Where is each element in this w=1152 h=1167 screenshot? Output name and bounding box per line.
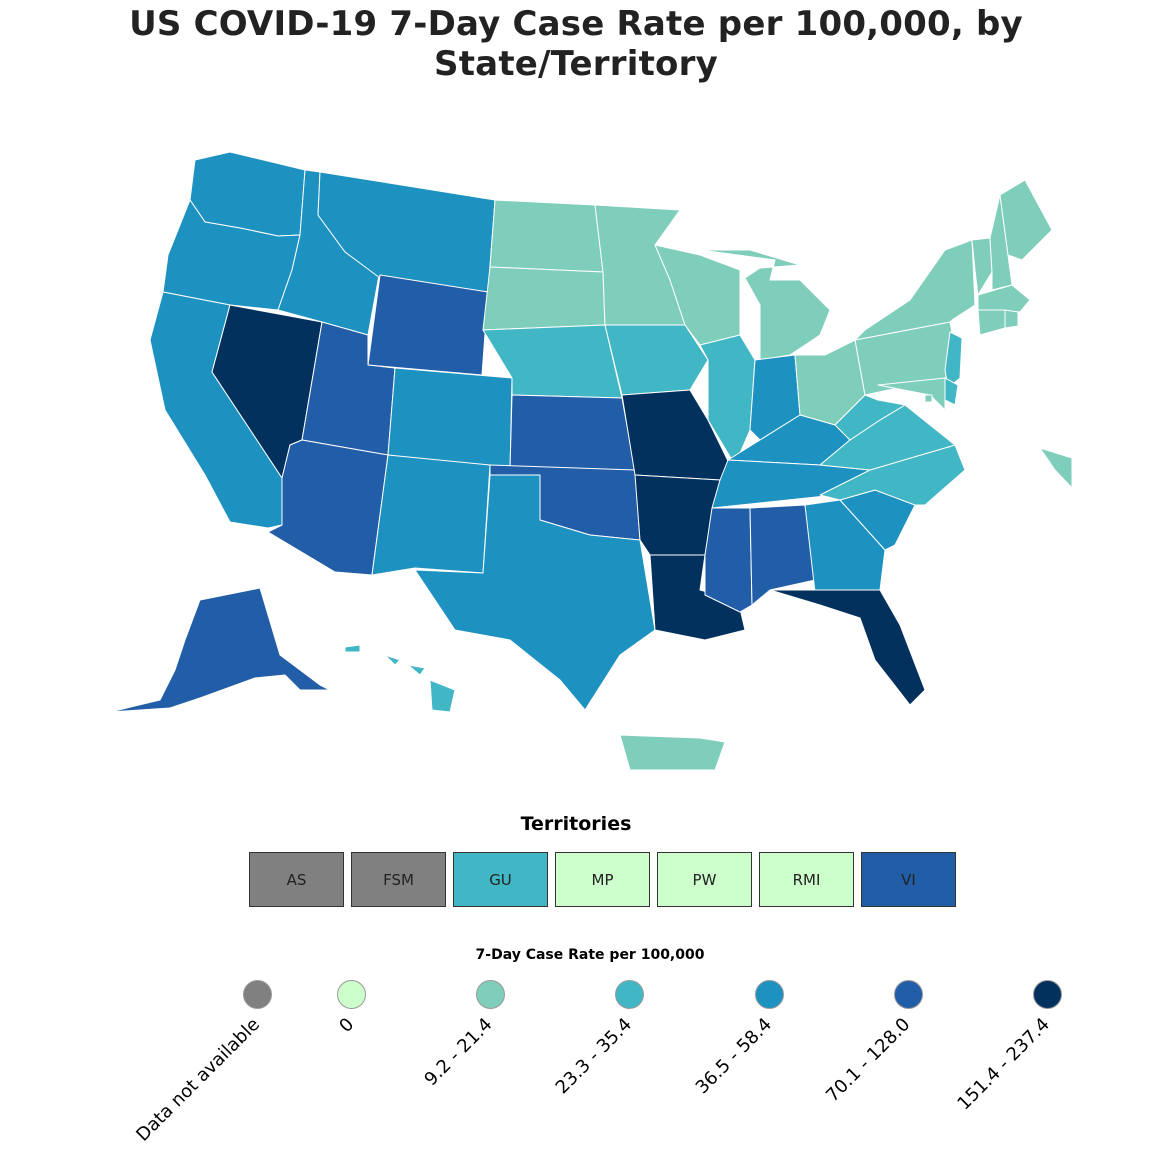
territory-gu[interactable]: GU — [453, 852, 548, 907]
legend-swatch — [476, 980, 505, 1009]
legend-label: 0 — [335, 1014, 359, 1037]
legend-label: 23.3 - 35.4 — [551, 1014, 636, 1099]
legend-swatch — [337, 980, 366, 1009]
legend-swatch — [615, 980, 644, 1009]
map-title: US COVID-19 7-Day Case Rate per 100,000,… — [129, 4, 1023, 84]
legend-swatch — [755, 980, 784, 1009]
legend-swatch — [243, 980, 272, 1009]
region-colorado[interactable]: Colorado — [387, 367, 513, 471]
legend-swatch — [1033, 980, 1062, 1009]
territory-rmi[interactable]: RMI — [759, 852, 854, 907]
us-choropleth-map: WashingtonOregonCaliforniaNevadaIdahoMon… — [109, 151, 1073, 771]
region-illinois[interactable]: Illinois — [699, 334, 756, 466]
region-north-dakota[interactable]: North Dakota — [489, 199, 604, 273]
region-hawaii[interactable]: Hawaii — [344, 644, 456, 713]
region-new-york[interactable]: New York — [854, 239, 976, 341]
region-kansas[interactable]: Kansas — [509, 394, 636, 471]
region-alaska[interactable]: Alaska — [109, 587, 331, 713]
region-arizona[interactable]: Arizona — [267, 439, 389, 576]
territory-fsm[interactable]: FSM — [351, 852, 446, 907]
territory-vi[interactable]: VI — [861, 852, 956, 907]
territory-mp[interactable]: MP — [555, 852, 650, 907]
region-vermont[interactable]: Vermont — [971, 237, 993, 296]
legend-label: 151.4 - 237.4 — [953, 1014, 1054, 1115]
region-maine[interactable]: Maine — [999, 179, 1053, 261]
region-maryland[interactable]: Maryland — [877, 377, 946, 411]
region-connecticut[interactable]: Connecticut — [977, 309, 1006, 336]
region-new-york-city[interactable]: New York City — [1039, 447, 1073, 489]
region-mississippi[interactable]: Mississippi — [704, 507, 753, 613]
region-south-dakota[interactable]: South Dakota — [482, 266, 606, 331]
region-new-mexico[interactable]: New Mexico — [371, 454, 491, 576]
legend-label: Data not available — [132, 1014, 265, 1146]
region-wyoming[interactable]: Wyoming — [367, 274, 489, 376]
territory-as[interactable]: AS — [249, 852, 344, 907]
legend-label: 9.2 - 21.4 — [420, 1014, 497, 1091]
region-iowa[interactable]: Iowa — [604, 324, 709, 396]
region-alabama[interactable]: Alabama — [749, 504, 816, 606]
legend-label: 36.5 - 58.4 — [691, 1014, 776, 1099]
territory-pw[interactable]: PW — [657, 852, 752, 907]
region-florida[interactable]: Florida — [769, 589, 926, 706]
region-puerto-rico[interactable]: Puerto Rico — [619, 734, 726, 771]
region-district-of-columbia[interactable]: District of Columbia — [924, 394, 933, 403]
legend-swatch — [894, 980, 923, 1009]
region-delaware[interactable]: Delaware — [944, 377, 959, 406]
region-louisiana[interactable]: Louisiana — [649, 554, 746, 641]
legend-label: 70.1 - 128.0 — [822, 1014, 915, 1107]
legend-title: 7-Day Case Rate per 100,000 — [475, 947, 705, 963]
region-texas[interactable]: Texas — [414, 474, 656, 711]
region-massachusetts[interactable]: Massachusetts — [977, 284, 1031, 313]
region-georgia[interactable]: Georgia — [804, 499, 886, 593]
territories-heading: Territories — [520, 813, 632, 835]
region-rhode-island[interactable]: Rhode Island — [1004, 309, 1019, 329]
